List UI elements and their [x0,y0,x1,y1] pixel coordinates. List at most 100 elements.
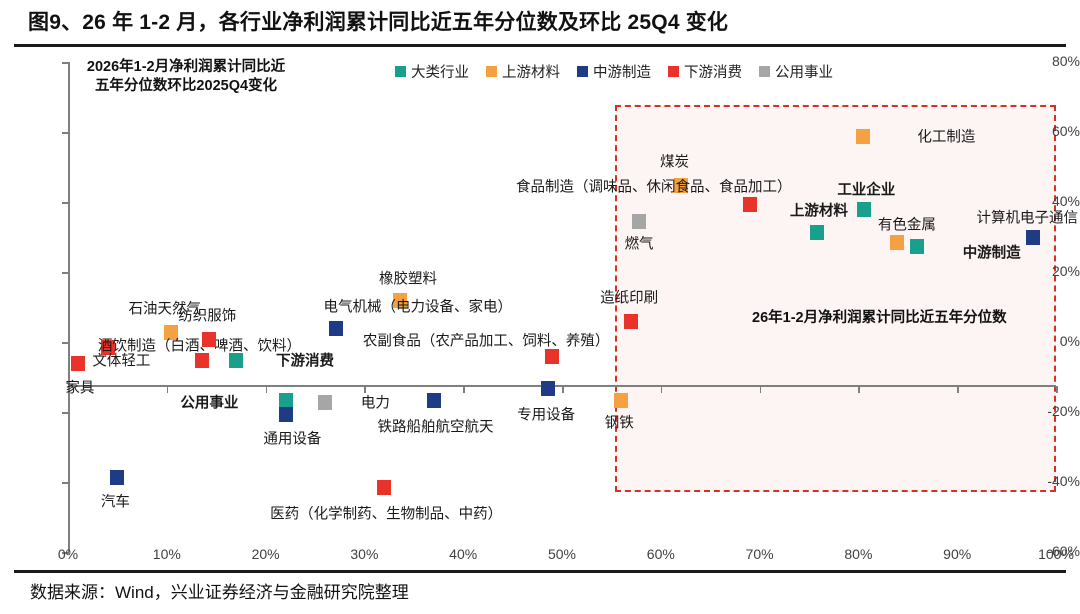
x-axis-tick-label: 50% [547,546,577,562]
data-point-marker[interactable] [279,406,294,422]
data-point-marker[interactable] [909,238,924,254]
legend-swatch-icon [577,66,588,77]
y-axis-tick [62,62,69,64]
legend-swatch-icon [395,66,406,77]
data-point-label: 上游材料 [789,203,848,220]
x-axis-tick-label: 10% [152,546,181,562]
data-point-label: 纺织服饰 [178,308,237,324]
data-point-marker[interactable] [856,128,871,144]
data-point-label: 工业企业 [837,182,896,199]
data-point-marker[interactable] [392,293,407,308]
y-axis-tick-label: -40% [1047,473,1080,489]
y-axis-tick [62,202,69,204]
x-axis-tick-label: 0% [57,546,79,562]
source-note: 数据来源：Wind，兴业证券经济与金融研究院整理 [30,583,409,602]
chart-plot-area: 2026年1-2月净利润累计同比近五年分位数环比2025Q4变化 26年1-2月… [0,48,1080,568]
y-axis-tick [62,132,69,134]
x-axis-tick-label: 100% [1038,546,1074,562]
data-point-marker[interactable] [1026,230,1041,245]
x-axis-tick [68,386,70,393]
y-axis-caption: 2026年1-2月净利润累计同比近五年分位数环比2025Q4变化 [86,59,286,94]
y-axis-tick [62,412,69,414]
legend-label: 下游消费 [684,65,742,81]
data-point-marker[interactable] [195,352,210,368]
y-axis-tick [62,272,69,274]
data-point-label: 医药（化学制药、生物制品、中药） [270,506,503,523]
y-axis-tick-label: 60% [1051,123,1080,139]
data-point-label: 下游消费 [275,353,334,369]
x-axis-tick [759,386,762,393]
y-axis-tick-label: -60% [1047,543,1080,559]
legend-item[interactable]: 上游材料 [486,61,560,82]
x-axis-line [68,385,1056,387]
data-point-marker[interactable] [110,469,125,485]
data-point-label: 计算机电子通信 [976,210,1079,227]
legend-item[interactable]: 中游制造 [577,61,651,82]
x-axis-tick [463,386,465,393]
x-axis-tick-label: 90% [943,546,972,562]
data-point-marker[interactable] [279,392,294,408]
data-point-label: 石油天然气 [128,301,202,317]
y-axis-tick [62,552,69,554]
data-point-label: 专用设备 [517,407,576,423]
data-point-label: 钢铁 [604,415,634,432]
legend-item[interactable]: 下游消费 [668,61,742,82]
data-point-label: 中游制造 [962,245,1021,262]
data-point-marker[interactable] [857,202,872,217]
data-point-label: 电力 [360,395,390,411]
data-point-marker[interactable] [100,340,115,356]
data-point-marker[interactable] [541,380,556,396]
chart-legend: 大类行业 上游材料 中游制造 下游消费 公用事业 [395,61,833,82]
data-point-marker[interactable] [673,177,688,193]
page-title: 图9、26 年 1-2 月，各行业净利润累计同比近五年分位数及环比 25Q4 变… [28,11,729,34]
data-point-marker[interactable] [889,235,904,251]
footer-divider [14,570,1066,573]
data-point-marker[interactable] [426,392,441,408]
y-axis-tick-label: 80% [1051,53,1080,69]
data-point-label: 酒饮制造（白酒、啤酒、饮料） [98,338,302,355]
x-axis-tick [858,386,860,393]
y-axis-line [68,62,70,552]
data-point-marker[interactable] [202,331,217,347]
data-point-label: 造纸印刷 [600,290,659,307]
data-point-marker[interactable] [70,356,85,371]
data-point-marker[interactable] [742,196,757,212]
data-point-marker[interactable] [328,321,343,336]
data-point-label: 有色金属 [877,217,936,234]
data-point-label: 家具 [65,380,95,397]
legend-item[interactable]: 公用事业 [759,61,833,82]
data-point-label: 铁路船舶航空航天 [377,419,494,436]
data-point-marker[interactable] [632,214,647,230]
data-point-marker[interactable] [614,392,629,408]
x-axis-tick-label: 30% [350,546,379,562]
y-axis-tick-label: 20% [1051,263,1080,279]
x-axis-tick [957,386,959,393]
data-point-label: 橡胶塑料 [378,271,437,288]
data-point-marker[interactable] [317,394,332,410]
legend-item[interactable]: 大类行业 [395,61,469,82]
x-axis-tick-label: 80% [844,546,873,562]
data-point-label: 食品制造（调味品、休闲食品、食品加工） [515,179,792,196]
title-divider [14,44,1066,47]
data-point-label: 煤炭 [660,154,690,170]
legend-swatch-icon [486,66,497,77]
data-point-marker[interactable] [163,324,178,340]
y-axis-tick [62,482,69,484]
x-axis-tick-label: 20% [251,546,280,562]
data-point-marker[interactable] [809,224,824,240]
data-point-marker[interactable] [377,480,392,496]
x-axis-tick [166,386,169,393]
data-point-label: 公用事业 [180,395,239,412]
data-point-label: 化工制造 [917,129,976,145]
x-axis-tick [265,386,268,393]
data-point-label: 农副食品（农产品加工、饲料、养殖） [362,333,610,350]
legend-label: 中游制造 [593,65,651,81]
x-axis-caption: 26年1-2月净利润累计同比近五年分位数 [752,310,1007,326]
data-point-marker[interactable] [624,314,639,329]
x-axis-tick-label: 70% [745,546,774,562]
data-point-label: 燃气 [624,236,654,253]
data-point-marker[interactable] [545,349,560,364]
legend-swatch-icon [668,66,679,77]
data-point-marker[interactable] [228,352,243,368]
x-axis-tick [364,386,366,393]
